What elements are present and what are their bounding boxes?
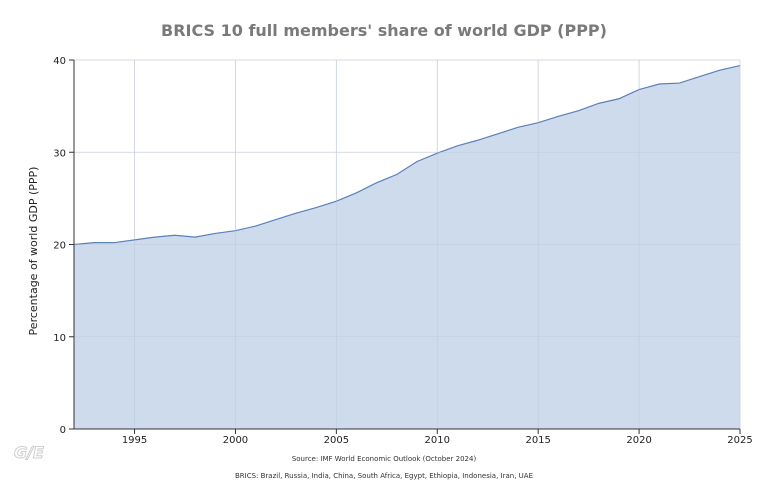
x-tick-label: 1995	[122, 435, 147, 446]
chart-title: BRICS 10 full members' share of world GD…	[161, 21, 607, 40]
y-tick-label: 10	[53, 333, 66, 344]
y-tick-label: 30	[53, 148, 66, 159]
y-axis-label: Percentage of world GDP (PPP)	[27, 167, 40, 336]
y-tick-label: 0	[60, 425, 66, 436]
x-tick-label: 2000	[223, 435, 248, 446]
x-tick-label: 2010	[425, 435, 450, 446]
series-area-fill	[74, 65, 740, 429]
series-line	[73, 64, 741, 246]
watermark-logo: G∕E	[14, 443, 44, 462]
y-tick-label: 20	[53, 241, 66, 252]
x-tick-label: 2020	[626, 435, 651, 446]
members-note: BRICS: Brazil, Russia, India, China, Sou…	[235, 472, 533, 480]
x-tick-label: 2015	[525, 435, 550, 446]
axes: 0 10 20 30 40 1995 2000 2005 2010 2015 2020 2025	[53, 56, 752, 446]
y-tick-label: 40	[53, 56, 66, 67]
x-tick-label: 2005	[324, 435, 349, 446]
plot-area	[73, 59, 741, 430]
x-tick-label: 2025	[727, 435, 752, 446]
source-note: Source: IMF World Economic Outlook (Octo…	[292, 455, 477, 463]
